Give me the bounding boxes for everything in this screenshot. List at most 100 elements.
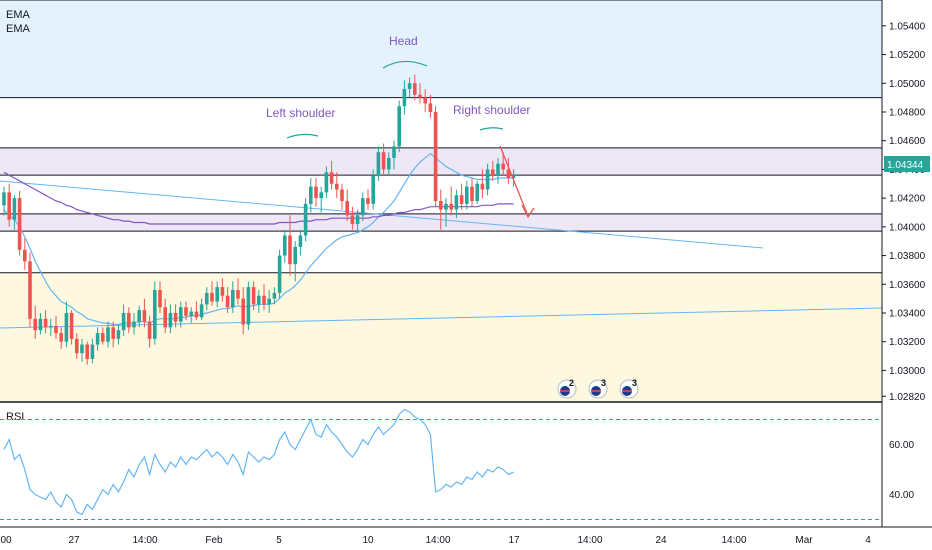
candle: [314, 178, 318, 207]
last-price-text: 1.04344: [887, 160, 924, 171]
candle: [402, 80, 407, 115]
candle: [59, 327, 63, 349]
time-tick-label: 4: [865, 535, 871, 546]
candle: [376, 146, 381, 181]
candle: [501, 152, 505, 176]
candle: [158, 281, 162, 313]
candle: [54, 315, 58, 339]
candle: [298, 229, 303, 256]
candle: [85, 341, 89, 365]
left-shoulder-label: Left shoulder: [266, 106, 335, 120]
time-axis[interactable]: [0, 527, 932, 550]
candle: [163, 298, 167, 334]
ema-legend-2[interactable]: EMA: [6, 23, 31, 35]
candle: [106, 321, 110, 348]
time-tick-label: 17: [508, 535, 520, 546]
candle: [116, 324, 121, 345]
candle: [288, 215, 292, 276]
candle: [80, 338, 84, 362]
candle: [64, 301, 69, 348]
candle: [23, 238, 27, 270]
price-tick-label: 1.04800: [889, 107, 926, 118]
time-tick-label: Mar: [795, 535, 813, 546]
candle: [246, 281, 251, 331]
candle: [142, 298, 147, 328]
candle: [407, 77, 412, 98]
candle: [7, 183, 11, 227]
candle: [345, 189, 349, 222]
candle: [340, 183, 344, 210]
price-tick-label: 1.03800: [889, 251, 926, 262]
candle: [101, 327, 105, 345]
time-tick-label: 5: [276, 535, 282, 546]
price-tick-label: 1.05200: [889, 50, 926, 61]
candle: [267, 290, 271, 313]
candle: [153, 281, 157, 345]
candle: [38, 312, 43, 335]
candle: [127, 307, 131, 334]
candle: [459, 183, 464, 210]
candle: [220, 278, 225, 302]
candles: [2, 74, 516, 365]
candle: [506, 157, 511, 184]
economic-event-icon[interactable]: 2: [557, 378, 577, 399]
pattern-arcs: [286, 60, 504, 139]
candle: [366, 189, 370, 210]
candle: [470, 178, 474, 207]
price-zone: [0, 0, 882, 98]
right-shoulder-arc: [479, 127, 504, 131]
candle: [2, 186, 6, 216]
time-tick-label: 14:00: [577, 535, 602, 546]
economic-event-icon[interactable]: 3: [588, 378, 608, 399]
price-axis[interactable]: [882, 0, 932, 527]
price-zone: [0, 147, 882, 176]
candle: [17, 190, 22, 256]
forecast-arrow: [499, 145, 535, 219]
svg-text:3: 3: [632, 378, 637, 388]
candle: [485, 163, 490, 196]
candle: [335, 172, 339, 199]
left-shoulder-arc: [286, 133, 319, 139]
svg-text:3: 3: [601, 378, 606, 388]
ema-legend-1[interactable]: EMA: [6, 9, 31, 21]
candle: [179, 301, 183, 328]
candle: [241, 287, 245, 335]
ema-slow-line: [3, 171, 514, 225]
candle: [121, 304, 126, 336]
candle: [194, 301, 199, 321]
economic-event-icon[interactable]: 3: [619, 378, 639, 399]
candle: [465, 180, 469, 210]
candle: [184, 301, 188, 321]
price-tick-label: 1.02820: [889, 392, 926, 403]
time-tick-label: 14:00: [425, 535, 450, 546]
rsi-legend[interactable]: RSI: [6, 411, 24, 423]
candle: [90, 338, 95, 364]
candle: [475, 180, 479, 204]
candle: [215, 281, 219, 308]
candle: [433, 106, 438, 207]
candle: [444, 198, 448, 227]
candle: [111, 321, 115, 348]
candle: [210, 281, 214, 306]
candle: [496, 157, 500, 184]
candle: [199, 298, 204, 321]
time-tick-label: 24: [655, 535, 667, 546]
candle: [381, 143, 386, 176]
candle: [480, 169, 485, 199]
time-tick-label: 27: [68, 535, 80, 546]
event-icons[interactable]: 2 3 3: [557, 378, 639, 399]
candle: [75, 333, 79, 359]
price-tick-label: 1.04000: [889, 222, 926, 233]
candle: [387, 152, 391, 176]
svg-text:2: 2: [569, 378, 574, 388]
candle: [423, 89, 427, 112]
candle: [392, 140, 396, 170]
candle: [293, 241, 297, 282]
price-tick-label: 1.05400: [889, 21, 926, 32]
time-tick-label: 00: [0, 535, 12, 546]
price-tick-label: 1.04600: [889, 136, 926, 147]
price-zone: [0, 272, 882, 402]
candle: [303, 198, 308, 242]
candle: [439, 189, 443, 230]
